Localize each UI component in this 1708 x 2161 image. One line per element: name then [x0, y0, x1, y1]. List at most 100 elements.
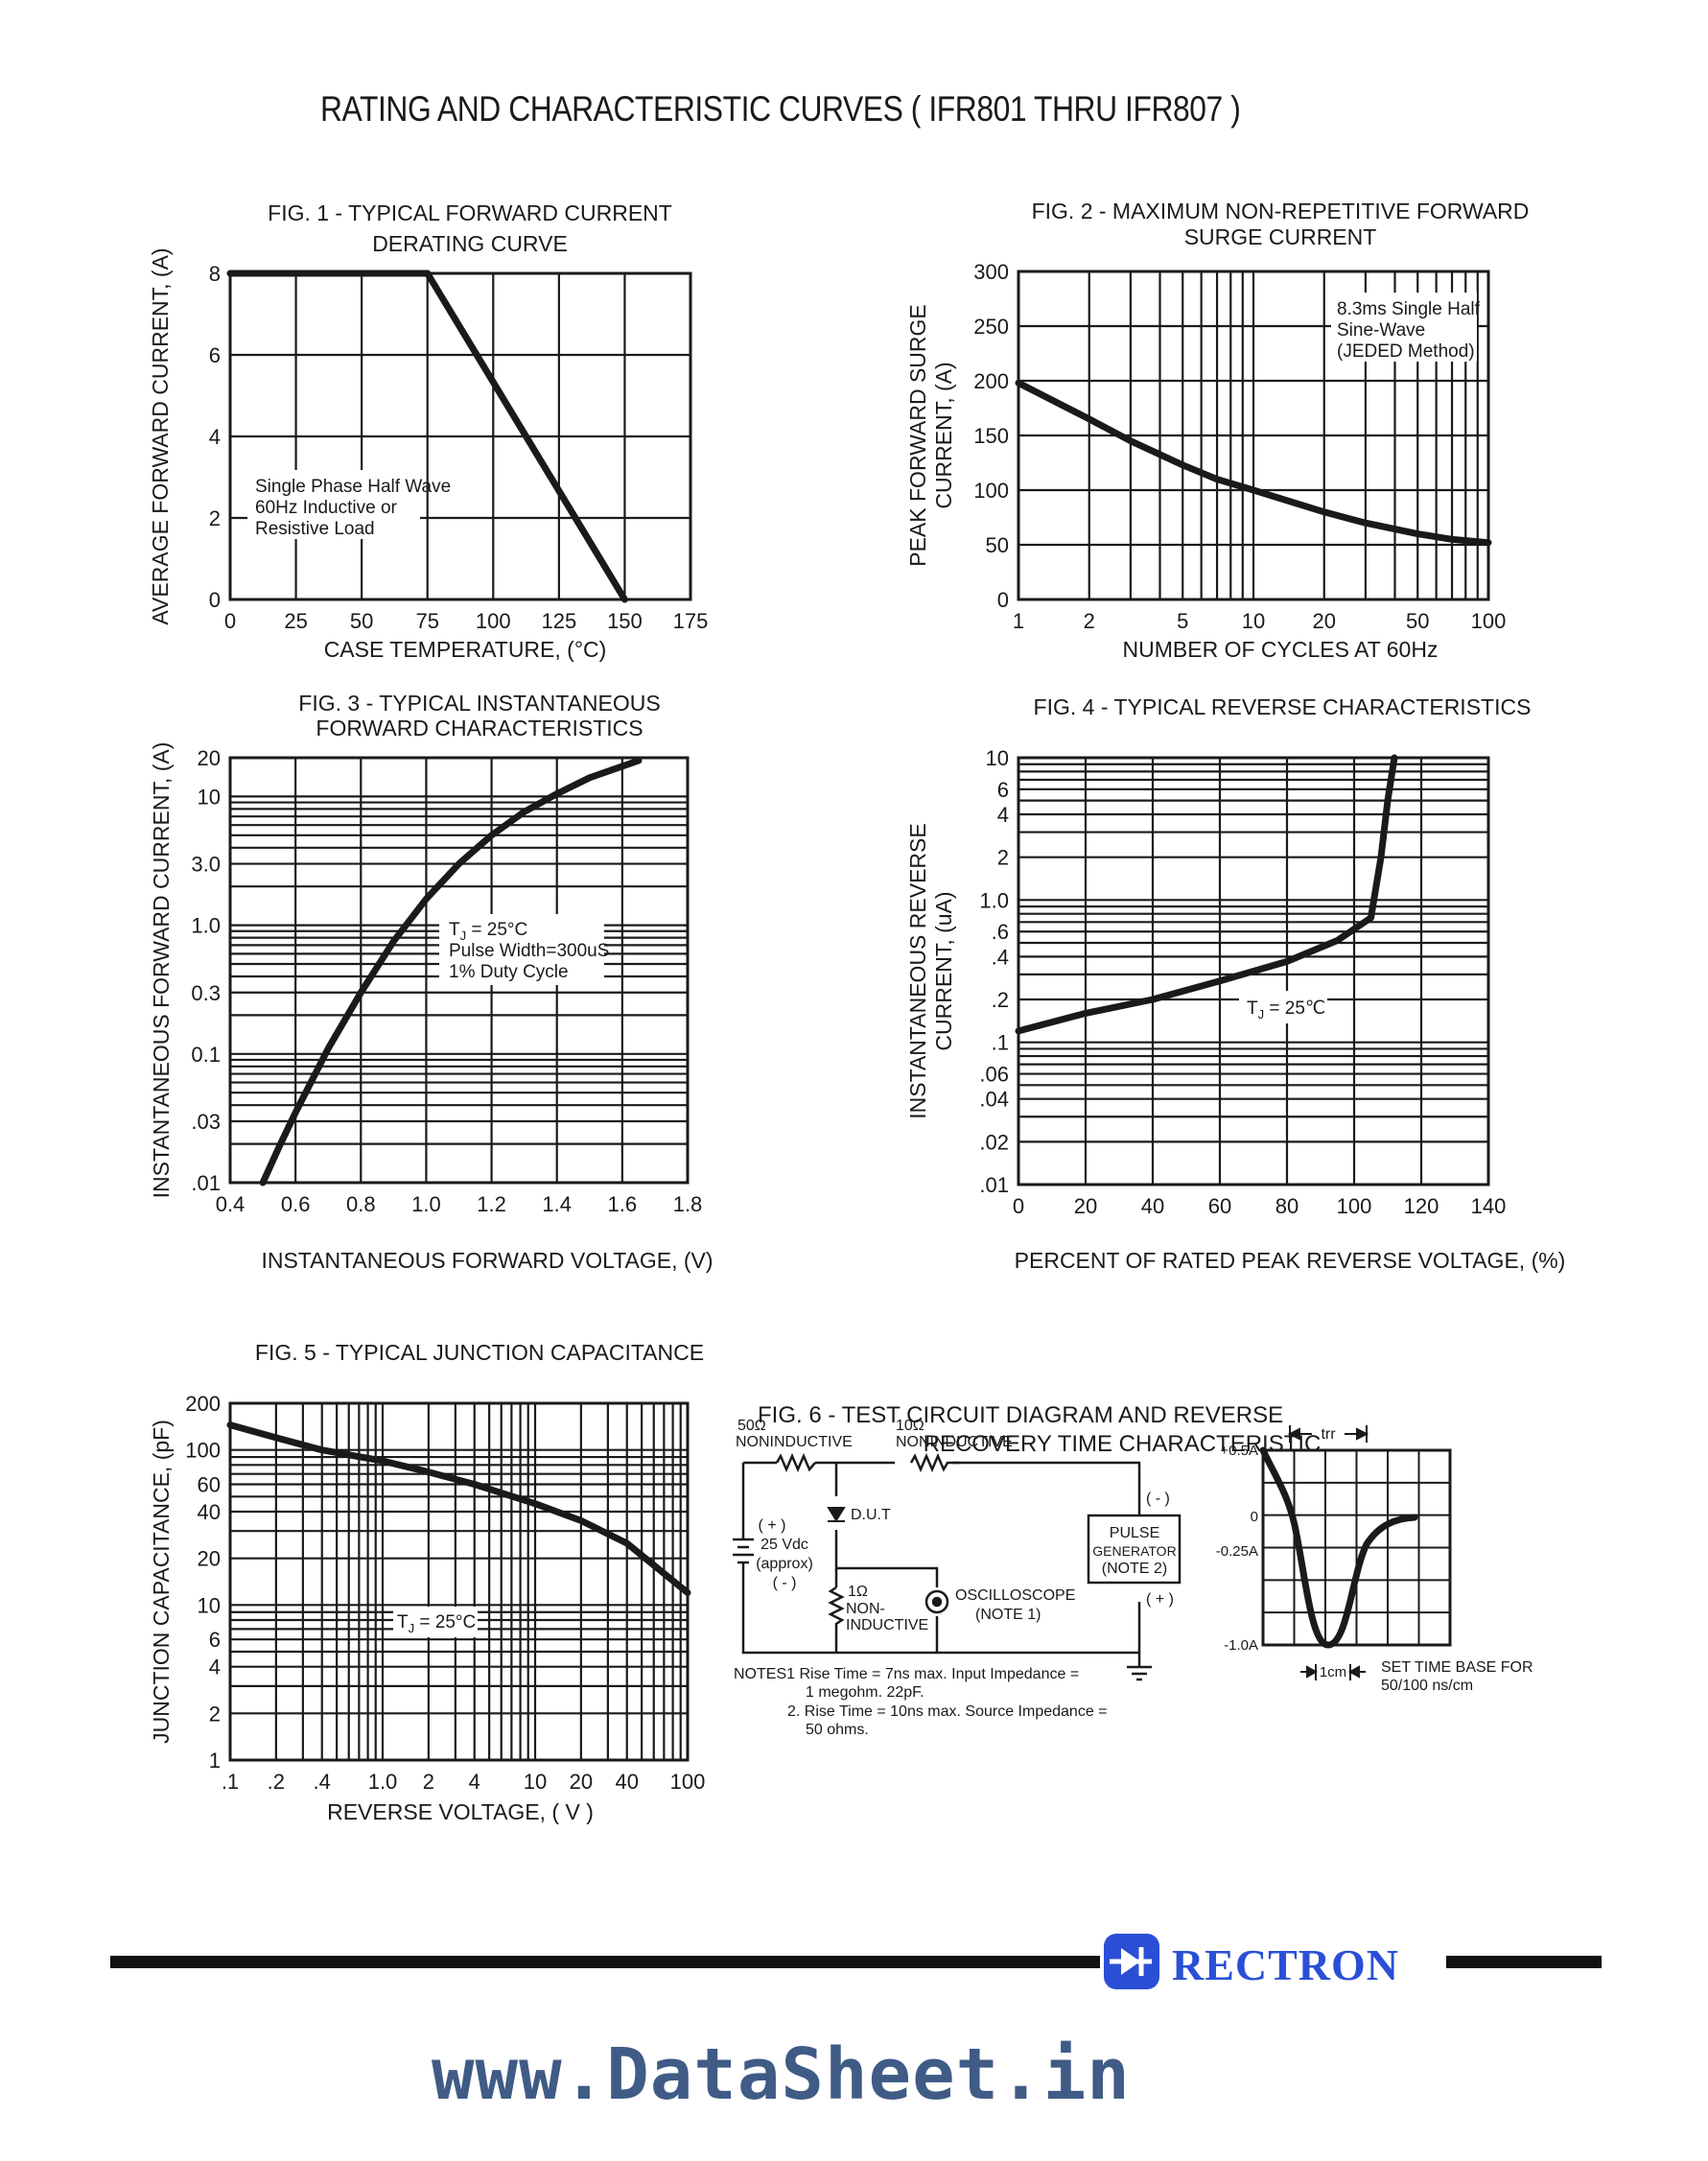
- timebase-label-2: 50/100 ns/cm: [1381, 1678, 1473, 1694]
- r2-label: NONINDUCTIVE: [896, 1434, 1013, 1450]
- annotation-bg: [247, 470, 420, 539]
- x-tick-label: 5: [1177, 609, 1188, 633]
- chart-annotation: Sine-Wave: [1337, 320, 1425, 341]
- x-tick-label: 1.2: [477, 1192, 506, 1216]
- circuit-wire: [743, 1461, 1141, 1515]
- chart-title: DERATING CURVE: [372, 231, 568, 256]
- x-tick-label: 80: [1275, 1194, 1299, 1218]
- y-tick-label: 20: [198, 1547, 221, 1571]
- waveform-level-label: -0.25A: [1216, 1543, 1258, 1560]
- y-tick-label: 2: [209, 506, 221, 530]
- chart-title: FIG. 3 - TYPICAL INSTANTANEOUS: [298, 691, 660, 716]
- pulse-plus: ( + ): [1146, 1591, 1174, 1608]
- footer-rule-left: [110, 1956, 1100, 1968]
- x-tick-label: 140: [1471, 1194, 1507, 1218]
- r3-label-2: INDUCTIVE: [846, 1617, 928, 1633]
- y-tick-label: .2: [992, 988, 1009, 1012]
- supply-plus: ( + ): [759, 1517, 786, 1534]
- x-tick-label: 2: [423, 1770, 434, 1794]
- y-tick-label: 0.3: [191, 981, 221, 1005]
- x-tick-label: 120: [1404, 1194, 1439, 1218]
- chart-annotation: Pulse Width=300uS: [449, 941, 609, 961]
- waveform-level-label: 0: [1251, 1509, 1258, 1525]
- plot-frame: [1017, 756, 1490, 1186]
- waveform-grid: [1261, 1448, 1452, 1647]
- note-1b: 1 megohm. 22pF.: [806, 1684, 924, 1701]
- note-2: 2. Rise Time = 10ns max. Source Impedanc…: [787, 1703, 1108, 1720]
- chart-title: FORWARD CHARACTERISTICS: [316, 716, 643, 740]
- waveform-level-label: -1.0A: [1224, 1637, 1258, 1654]
- chart-title: FIG. 4 - TYPICAL REVERSE CHARACTERISTICS: [1034, 694, 1532, 719]
- y-tick-label: 300: [973, 260, 1009, 284]
- x-tick-label: 20: [1313, 609, 1336, 633]
- battery-icon: [733, 1538, 754, 1573]
- y-tick-label: 0: [997, 588, 1009, 612]
- x-tick-label: 1.0: [368, 1770, 398, 1794]
- diode-icon: [827, 1507, 846, 1522]
- x-tick-label: 10: [1242, 609, 1265, 633]
- pulse-label: PULSE: [1110, 1525, 1159, 1541]
- note-1: NOTES1 Rise Time = 7ns max. Input Impeda…: [734, 1666, 1079, 1682]
- y-tick-label: .01: [191, 1171, 221, 1195]
- chart-annotation: 8.3ms Single Half: [1337, 299, 1481, 319]
- y-tick-label: 8: [209, 262, 221, 286]
- y-axis-label: JUNCTION CAPACITANCE, (pF): [149, 1420, 174, 1744]
- y-tick-label: 200: [185, 1392, 221, 1416]
- resistor-50-ohm: [775, 1452, 816, 1473]
- y-axis-label: INSTANTANEOUS REVERSE: [905, 823, 930, 1118]
- diode-logo-icon: [1104, 1934, 1159, 1989]
- x-tick-label: 0: [224, 609, 236, 633]
- x-tick-label: 1.6: [608, 1192, 638, 1216]
- y-tick-label: 50: [986, 533, 1009, 557]
- annotation-bg: [439, 914, 604, 985]
- x-tick-label: .4: [314, 1770, 331, 1794]
- y-tick-label: 20: [198, 746, 221, 770]
- x-tick-label: 4: [469, 1770, 480, 1794]
- x-tick-label: .1: [222, 1770, 239, 1794]
- r3-value: 1Ω: [848, 1584, 868, 1600]
- plot-frame: [228, 1401, 690, 1762]
- y-tick-label: .04: [979, 1088, 1009, 1112]
- watermark: www.DataSheet.in: [432, 2033, 1131, 2116]
- footer-rule-right: [1446, 1956, 1602, 1968]
- r3-label-1: NON-: [846, 1601, 885, 1617]
- circuit-wire: [834, 1568, 939, 1653]
- x-tick-label: 1.0: [411, 1192, 441, 1216]
- x-axis-label: INSTANTANEOUS FORWARD VOLTAGE, (V): [261, 1248, 713, 1273]
- x-tick-label: 25: [284, 609, 307, 633]
- plot-frame: [228, 271, 692, 601]
- circuit-wire: [834, 1463, 939, 1587]
- y-tick-label: 150: [973, 424, 1009, 448]
- oscilloscope-note: (NOTE 1): [975, 1607, 1041, 1623]
- x-tick-label: 1.4: [542, 1192, 572, 1216]
- y-tick-label: 0: [209, 588, 221, 612]
- x-tick-label: 0: [1013, 1194, 1024, 1218]
- x-tick-label: 50: [350, 609, 373, 633]
- y-tick-label: 40: [198, 1500, 221, 1524]
- y-tick-label: 10: [198, 1593, 221, 1617]
- supply-approx: (approx): [756, 1556, 813, 1572]
- x-tick-label: 40: [615, 1770, 638, 1794]
- trr-label: trr: [1321, 1426, 1336, 1443]
- y-tick-label: 6: [209, 1628, 221, 1652]
- plot-frame: [228, 756, 690, 1185]
- x-axis-label: NUMBER OF CYCLES AT 60Hz: [1123, 637, 1439, 662]
- y-tick-label: 6: [997, 778, 1009, 802]
- annotation-bg: [1331, 293, 1477, 362]
- pulse-generator-box: [1087, 1514, 1182, 1585]
- chart-title: FIG. 2 - MAXIMUM NON-REPETITIVE FORWARD: [1032, 199, 1530, 223]
- x-tick-label: 125: [541, 609, 576, 633]
- chart-annotation: Single Phase Half Wave: [255, 477, 451, 497]
- y-tick-label: 3.0: [191, 853, 221, 877]
- oscilloscope-label: OSCILLOSCOPE: [955, 1587, 1075, 1604]
- timebase-label-1: SET TIME BASE FOR: [1381, 1659, 1533, 1676]
- x-tick-label: 10: [524, 1770, 547, 1794]
- note-2b: 50 ohms.: [806, 1722, 869, 1738]
- y-axis-label: CURRENT, (A): [931, 362, 956, 508]
- x-tick-label: 2: [1084, 609, 1095, 633]
- chart-annotation: (JEDED Method): [1337, 341, 1475, 362]
- x-axis-label: CASE TEMPERATURE, (°C): [324, 637, 607, 662]
- y-tick-label: .4: [992, 945, 1009, 969]
